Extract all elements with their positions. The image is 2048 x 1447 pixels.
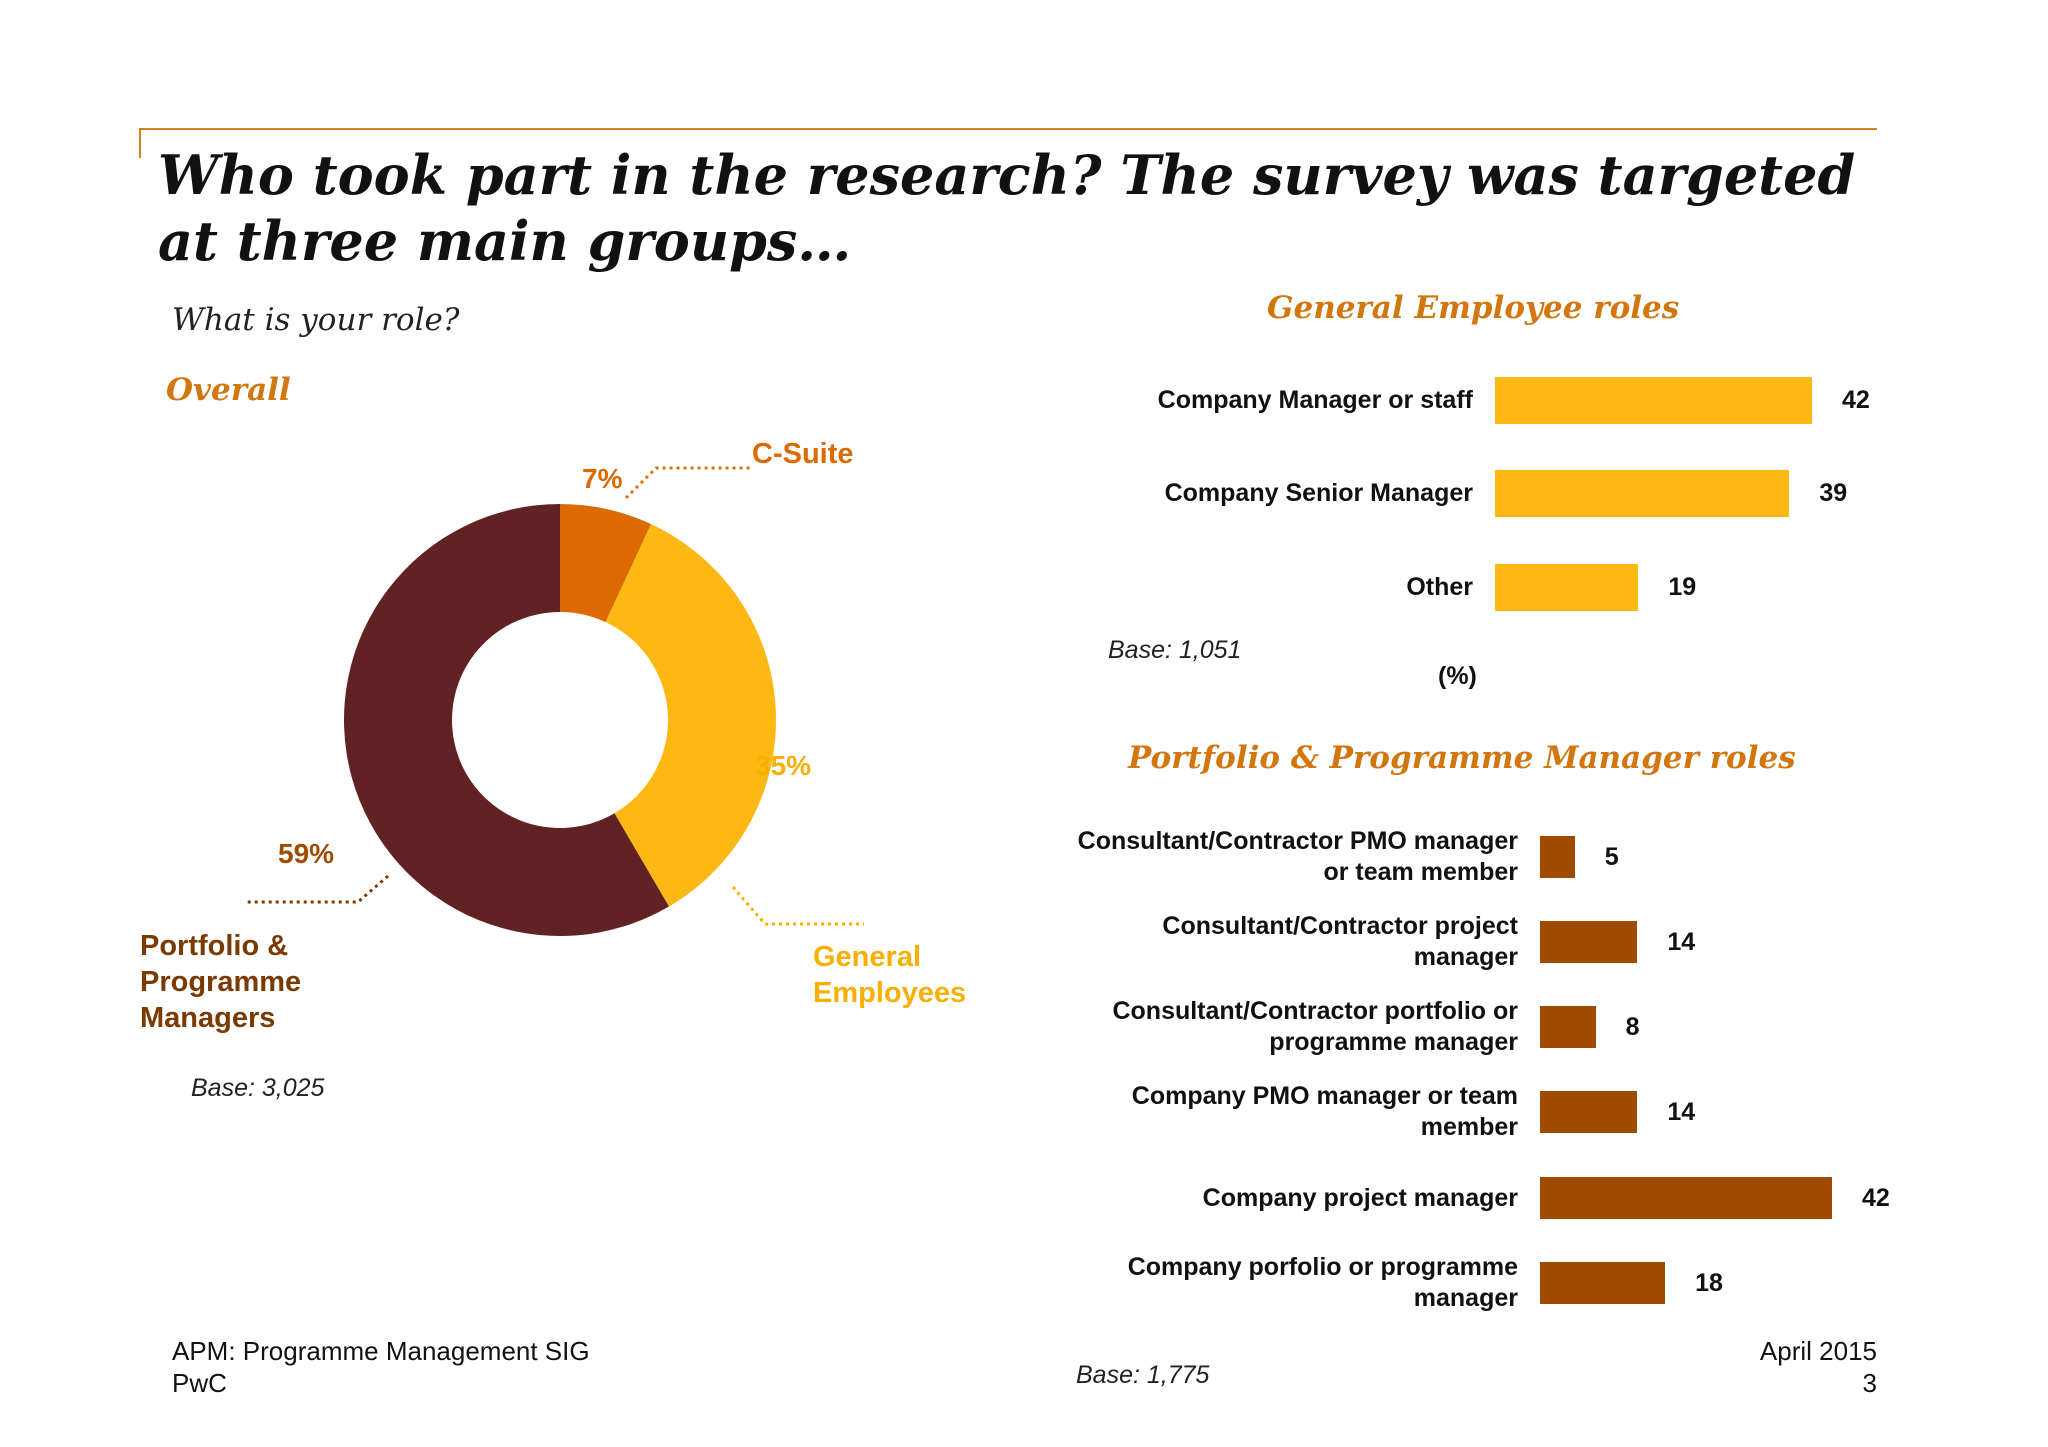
pm-bar-value: 5 <box>1604 842 1619 871</box>
pm-bar-value: 14 <box>1667 927 1696 956</box>
overall-heading: Overall <box>166 372 291 408</box>
pm-bar-label: Company PMO manager or team member <box>1131 1082 1518 1141</box>
footer-right: April 2015 3 <box>1760 1335 1877 1399</box>
pm-pct: 59% <box>278 838 335 869</box>
overall-donut-chart <box>343 504 776 936</box>
pm-bar-chart: Consultant/Contractor PMO manager or tea… <box>1000 0 2048 1447</box>
ge-bar-bar <box>1495 377 1812 424</box>
general-employees-slice <box>605 524 776 907</box>
ge-bar-value: 39 <box>1819 479 1848 507</box>
question-text: What is your role? <box>172 302 460 338</box>
ge-bar-bar <box>1495 470 1790 517</box>
ge-bar-label: Other <box>1406 573 1473 601</box>
footer-org: APM: Programme Management SIG <box>172 1336 590 1366</box>
ge-bar-value: 42 <box>1842 386 1870 414</box>
pm-bar-label: Company porfolio or programme manager <box>1127 1253 1518 1312</box>
pm-bar-bar <box>1540 1262 1666 1304</box>
ge-bar-bar <box>1495 564 1639 611</box>
ge-bar-value: 19 <box>1668 573 1697 601</box>
ge-bar-label: Company Manager or staff <box>1157 386 1473 414</box>
ge-bar-label: Company Senior Manager <box>1164 479 1473 507</box>
pm-bar-label: Consultant/Contractor project manager <box>1162 912 1518 971</box>
pm-bar-label: Consultant/Contractor portfolio or progr… <box>1112 997 1518 1056</box>
pm-bar-value: 18 <box>1695 1268 1723 1297</box>
slide-title: Who took part in the research? The surve… <box>158 143 1856 273</box>
pm-base: Base: 1,775 <box>1076 1361 1210 1389</box>
footer-page-number: 3 <box>1862 1368 1877 1398</box>
pm-bar-label: Consultant/Contractor PMO manager or tea… <box>1077 827 1518 886</box>
footer-company: PwC <box>172 1368 227 1398</box>
pm-slice <box>343 504 669 936</box>
pm-bar-bar <box>1540 921 1638 963</box>
unit-label: (%) <box>1438 662 1477 690</box>
pm-bar-bar <box>1540 1177 1832 1219</box>
general-employees-pct: 35% <box>755 750 812 781</box>
pm-bar-value: 14 <box>1667 1097 1696 1126</box>
general-employee-bar-chart: Company Manager or staff 42 Company Senior… <box>1000 0 2048 1447</box>
pm-bar-bar <box>1540 1091 1638 1133</box>
footer-date: April 2015 <box>1759 1336 1877 1366</box>
general-employee-base: Base: 1,051 <box>1108 636 1242 664</box>
pm-bar-bar <box>1540 836 1575 878</box>
title-rule <box>139 128 1877 130</box>
title-rule-tick <box>139 128 141 158</box>
pm-label: Portfolio & Programme Managers <box>140 930 302 1034</box>
general-employees-label: General Employees <box>813 941 967 1009</box>
pm-bar-bar <box>1540 1006 1596 1048</box>
pm-roles-heading: Portfolio & Programme Manager roles <box>1128 740 1796 776</box>
general-leader <box>731 886 864 926</box>
c-suite-slice <box>560 504 652 623</box>
overall-base: Base: 3,025 <box>191 1074 325 1102</box>
footer-left: APM: Programme Management SIG PwC <box>172 1335 590 1399</box>
general-employee-roles-heading: General Employee roles <box>1267 290 1680 326</box>
pm-leader <box>247 874 389 904</box>
pm-bar-value: 8 <box>1625 1012 1640 1041</box>
c-suite-leader <box>624 466 752 500</box>
c-suite-label: C-Suite <box>752 438 854 470</box>
pm-bar-value: 42 <box>1862 1183 1890 1212</box>
pm-bar-label: Company project manager <box>1202 1183 1518 1212</box>
c-suite-pct: 7% <box>582 463 623 494</box>
